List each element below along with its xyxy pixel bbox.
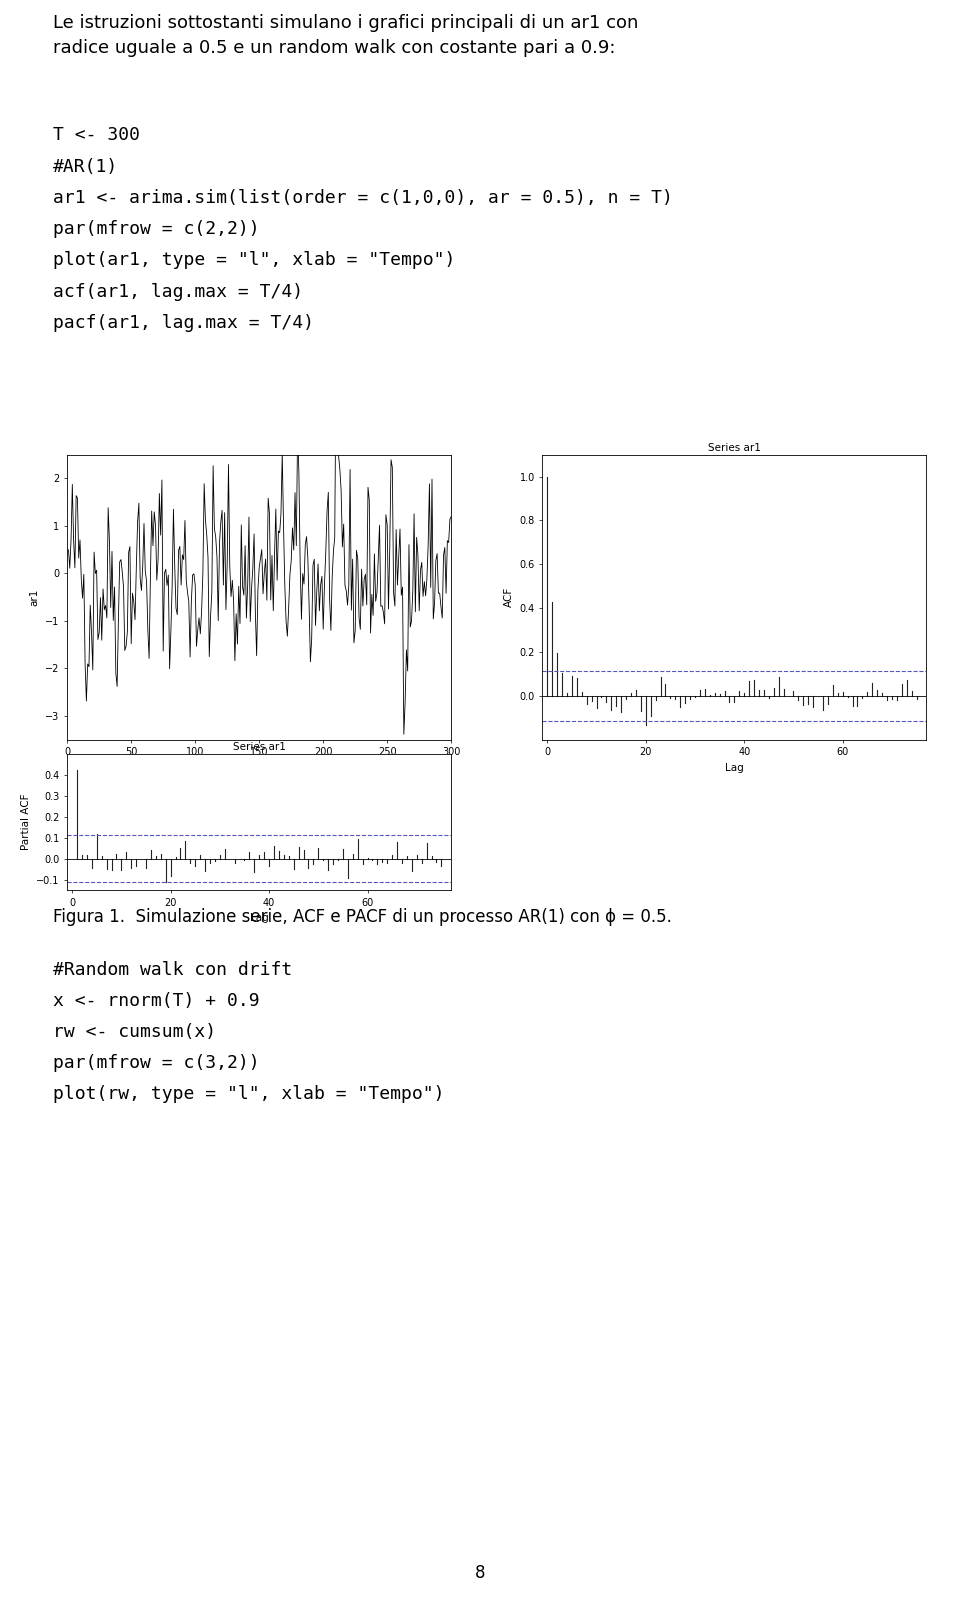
Text: pacf(ar1, lag.max = T/4): pacf(ar1, lag.max = T/4) bbox=[53, 314, 314, 331]
Text: Le istruzioni sottostanti simulano i grafici principali di un ar1 con
radice ugu: Le istruzioni sottostanti simulano i gra… bbox=[53, 14, 638, 58]
Text: x <- rnorm(T) + 0.9: x <- rnorm(T) + 0.9 bbox=[53, 991, 259, 1010]
Y-axis label: Partial ACF: Partial ACF bbox=[20, 794, 31, 850]
X-axis label: Lag: Lag bbox=[725, 762, 744, 773]
Text: #AR(1): #AR(1) bbox=[53, 157, 118, 176]
Text: par(mfrow = c(3,2)): par(mfrow = c(3,2)) bbox=[53, 1053, 259, 1073]
Text: plot(rw, type = "l", xlab = "Tempo"): plot(rw, type = "l", xlab = "Tempo") bbox=[53, 1085, 444, 1103]
Text: acf(ar1, lag.max = T/4): acf(ar1, lag.max = T/4) bbox=[53, 282, 303, 301]
Title: Series ar1: Series ar1 bbox=[232, 741, 286, 752]
Text: ar1 <- arima.sim(list(order = c(1,0,0), ar = 0.5), n = T): ar1 <- arima.sim(list(order = c(1,0,0), … bbox=[53, 189, 673, 207]
Text: 8: 8 bbox=[475, 1564, 485, 1582]
Text: rw <- cumsum(x): rw <- cumsum(x) bbox=[53, 1023, 216, 1041]
Title: Series ar1: Series ar1 bbox=[708, 442, 761, 453]
Text: par(mfrow = c(2,2)): par(mfrow = c(2,2)) bbox=[53, 219, 259, 239]
Text: plot(ar1, type = "l", xlab = "Tempo"): plot(ar1, type = "l", xlab = "Tempo") bbox=[53, 251, 455, 269]
Text: T <- 300: T <- 300 bbox=[53, 126, 140, 144]
X-axis label: Tempo: Tempo bbox=[242, 762, 276, 773]
Y-axis label: ar1: ar1 bbox=[30, 589, 39, 605]
Text: Figura 1.  Simulazione serie, ACF e PACF di un processo AR(1) con ϕ = 0.5.: Figura 1. Simulazione serie, ACF e PACF … bbox=[53, 908, 672, 925]
Y-axis label: ACF: ACF bbox=[504, 588, 514, 607]
Text: #Random walk con drift: #Random walk con drift bbox=[53, 961, 292, 978]
X-axis label: Lag: Lag bbox=[250, 913, 269, 924]
